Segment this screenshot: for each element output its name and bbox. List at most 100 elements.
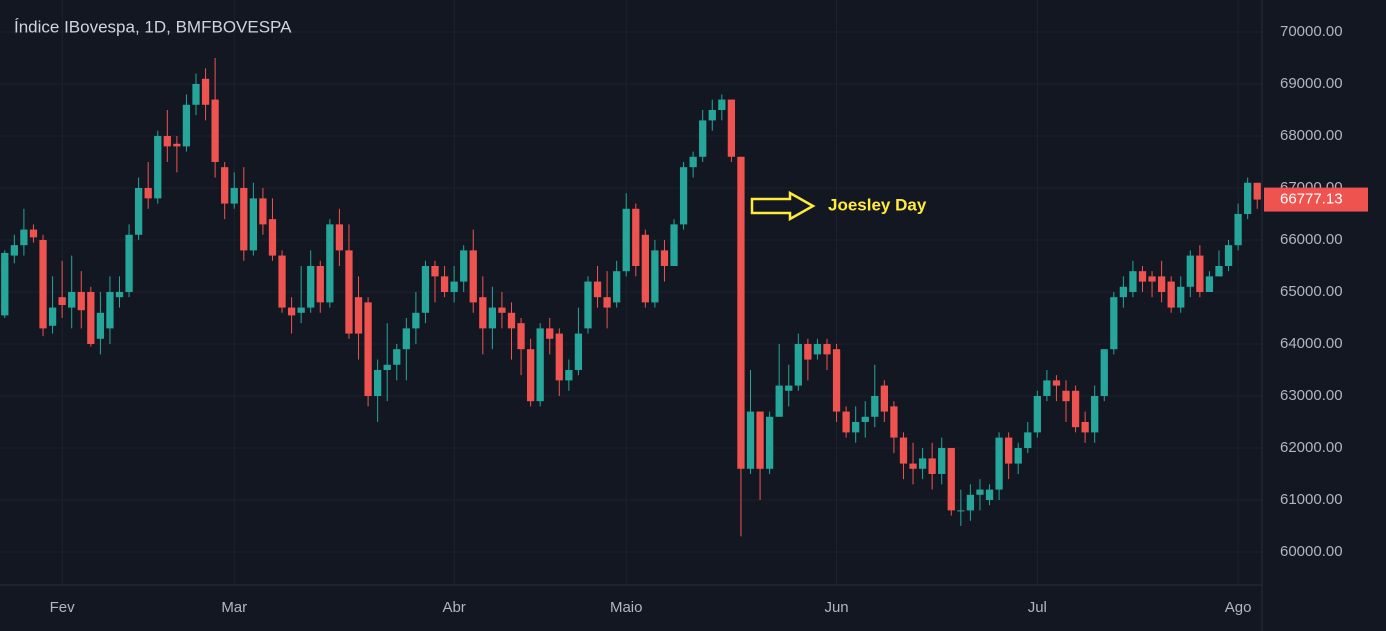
candle-body <box>928 458 936 474</box>
candle-body <box>297 307 305 313</box>
candle-body <box>345 250 353 334</box>
candle-body <box>259 198 267 225</box>
candle-body <box>1177 286 1185 308</box>
candle-body <box>1 252 9 316</box>
candle-body <box>1205 276 1214 292</box>
candle-body <box>87 291 95 344</box>
candle-body <box>460 250 468 282</box>
candle-body <box>565 369 573 381</box>
candle-body <box>431 265 439 277</box>
candle-body <box>746 411 755 469</box>
candle-body <box>632 208 640 266</box>
candle-body <box>957 510 965 512</box>
candle-body <box>555 333 563 381</box>
candle-body <box>526 349 535 402</box>
candle-body <box>1014 447 1022 464</box>
candle-body <box>268 219 277 256</box>
candle-body <box>201 78 210 105</box>
candle-body <box>756 411 764 469</box>
candle-body <box>507 312 516 329</box>
y-tick-label: 69000.00 <box>1280 75 1343 92</box>
annotation: Joesley Day <box>828 195 927 214</box>
candle-body <box>832 349 841 412</box>
candle-body <box>574 333 583 370</box>
candle-body <box>718 99 726 110</box>
candle-body <box>918 458 927 469</box>
y-tick-label: 70000.00 <box>1280 23 1343 40</box>
candle-body <box>689 156 697 168</box>
candle-body <box>278 255 286 308</box>
candle-body <box>871 395 879 417</box>
candle-body <box>603 297 611 308</box>
candle-body <box>546 328 554 339</box>
candle-body <box>727 99 736 157</box>
candle-body <box>1234 213 1242 246</box>
y-tick-label: 62000.00 <box>1280 439 1343 456</box>
last-price-box <box>1264 187 1368 212</box>
candle-body <box>115 291 124 298</box>
candle-body <box>966 494 975 511</box>
grid <box>0 0 1262 585</box>
candle-body <box>479 297 487 329</box>
candle-body <box>249 198 257 251</box>
candle-body <box>440 276 449 292</box>
candle-body <box>287 307 296 316</box>
x-tick-label: Ago <box>1225 599 1252 616</box>
candle-body <box>29 229 38 238</box>
candle-body <box>48 307 57 326</box>
candle-body <box>1244 182 1252 214</box>
candle-body <box>1119 286 1128 298</box>
candle-body <box>1129 271 1137 292</box>
candle-body <box>106 291 114 329</box>
candle-body <box>613 271 621 303</box>
candle-body <box>1081 421 1089 433</box>
candle-body <box>909 463 917 469</box>
x-tick-label: Abr <box>442 599 465 616</box>
candle-body <box>240 187 248 251</box>
y-tick-label: 60000.00 <box>1280 543 1343 560</box>
candle-body <box>393 349 401 365</box>
annotation-arrow <box>750 190 816 222</box>
candle-body <box>316 265 324 303</box>
candle-body <box>536 328 544 402</box>
candle-body <box>374 369 382 396</box>
candle-body <box>622 208 630 272</box>
candle-body <box>134 187 143 235</box>
candle-body <box>221 167 229 204</box>
candle-body <box>1215 265 1223 277</box>
candle-body <box>77 291 85 311</box>
candle-body <box>1071 390 1080 428</box>
candle-body <box>641 234 649 303</box>
candle-body <box>1100 349 1108 396</box>
candle-body <box>326 224 334 303</box>
candle-body <box>412 312 420 329</box>
candle-body <box>1138 271 1147 282</box>
candle-body <box>192 83 200 105</box>
candle-body <box>182 104 191 147</box>
candle-body <box>469 250 477 303</box>
y-tick-label: 66000.00 <box>1280 231 1343 248</box>
y-tick-label: 68000.00 <box>1280 127 1343 144</box>
y-tick-label: 61000.00 <box>1280 491 1343 508</box>
candle-body <box>995 437 1003 490</box>
candle-body <box>938 447 946 474</box>
candle-body <box>335 224 344 251</box>
candle-body <box>125 234 133 292</box>
y-tick-label: 65000.00 <box>1280 283 1343 300</box>
x-tick-label: Jul <box>1028 599 1047 616</box>
x-tick-label: Fev <box>50 599 76 616</box>
candle-body <box>58 297 66 305</box>
candle-body <box>230 187 238 204</box>
candle-body <box>775 385 783 417</box>
candle-body <box>1005 437 1013 464</box>
candle-body <box>699 120 707 157</box>
x-tick-label: Maio <box>610 599 643 616</box>
candle-body <box>1196 255 1204 292</box>
candle-body <box>1024 432 1032 448</box>
candle-body <box>794 343 802 386</box>
candle-body <box>68 291 76 308</box>
x-tick-label: Jun <box>824 599 848 616</box>
x-tick-label: Mar <box>221 599 247 616</box>
